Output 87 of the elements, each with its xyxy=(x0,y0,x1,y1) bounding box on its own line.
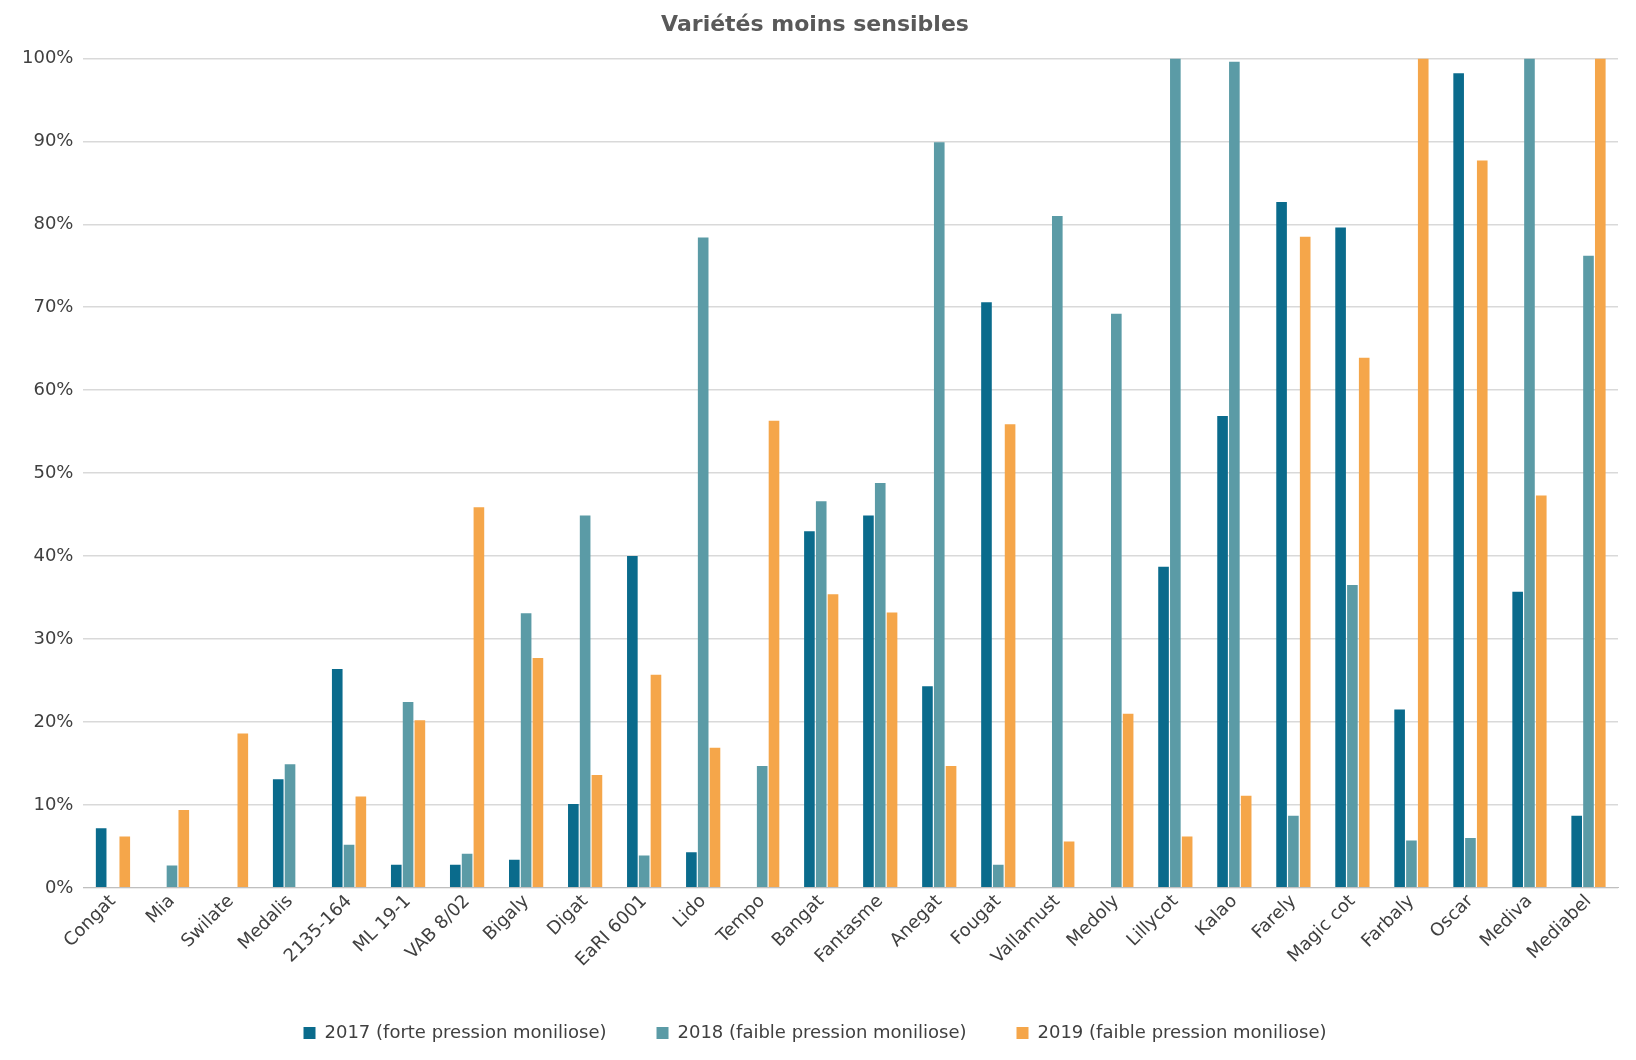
bar xyxy=(1158,566,1169,888)
y-tick-label: 70% xyxy=(33,294,74,316)
bar xyxy=(638,855,650,888)
bar xyxy=(827,594,839,888)
bar xyxy=(1276,201,1287,888)
bar xyxy=(1406,840,1417,888)
bar xyxy=(449,864,461,888)
legend-label: 2018 (faible pression moniliose) xyxy=(677,1020,967,1042)
y-tick-label: 60% xyxy=(33,377,74,399)
bar xyxy=(284,764,296,888)
bar xyxy=(1524,58,1535,888)
bar xyxy=(178,809,190,888)
bar xyxy=(579,515,591,888)
bar xyxy=(863,515,874,888)
bar xyxy=(414,720,426,888)
bar xyxy=(520,613,532,888)
legend-label: 2017 (forte pression moniliose) xyxy=(324,1020,607,1042)
y-tick-label: 20% xyxy=(33,709,74,731)
bar xyxy=(331,668,343,888)
bar xyxy=(1051,216,1063,888)
bar xyxy=(1181,836,1193,888)
bar xyxy=(532,658,544,888)
bar xyxy=(119,836,131,888)
bar xyxy=(686,852,697,888)
bar xyxy=(1571,815,1582,888)
bar xyxy=(804,531,815,888)
y-tick-label: 50% xyxy=(33,460,74,482)
bar xyxy=(1122,713,1134,888)
bar xyxy=(1063,841,1075,888)
bar xyxy=(1535,495,1547,888)
legend-label: 2019 (faible pression moniliose) xyxy=(1037,1020,1327,1042)
bar xyxy=(922,686,933,888)
bar xyxy=(390,864,402,888)
bar xyxy=(1229,61,1240,888)
y-tick-label: 10% xyxy=(33,792,74,814)
bar xyxy=(1453,73,1464,888)
bar xyxy=(402,702,414,888)
bar xyxy=(509,859,520,888)
bar xyxy=(1476,160,1488,888)
y-tick-label: 0% xyxy=(44,875,74,897)
y-tick-label: 80% xyxy=(33,211,74,233)
bar xyxy=(697,237,709,888)
bar xyxy=(627,556,638,888)
bar xyxy=(1288,815,1299,888)
x-tick-label: Mia xyxy=(140,889,179,927)
y-tick-label: 100% xyxy=(21,46,74,68)
bar xyxy=(933,142,945,888)
bar xyxy=(992,864,1004,888)
bar xyxy=(343,844,355,888)
bar xyxy=(1394,709,1405,888)
bar xyxy=(1217,415,1228,888)
bar xyxy=(1512,591,1523,888)
bar xyxy=(1111,313,1122,888)
bar xyxy=(886,612,898,888)
bar xyxy=(1335,227,1346,888)
bar xyxy=(272,779,284,888)
bar xyxy=(95,828,107,888)
bar xyxy=(473,507,485,888)
bar xyxy=(237,733,249,888)
bar xyxy=(768,420,780,888)
bar xyxy=(1594,58,1606,888)
bar xyxy=(1465,838,1476,888)
bar xyxy=(756,765,768,888)
bar xyxy=(1170,58,1181,888)
bar xyxy=(1299,236,1311,888)
bar xyxy=(650,674,662,888)
bar xyxy=(1347,585,1358,888)
y-tick-label: 40% xyxy=(33,543,74,565)
x-tick-label: Lido xyxy=(667,889,710,932)
y-tick-label: 90% xyxy=(33,129,74,151)
bar xyxy=(709,747,721,888)
bar xyxy=(815,501,827,888)
bar xyxy=(1358,357,1370,888)
bar xyxy=(1417,58,1429,888)
bar xyxy=(1004,424,1016,888)
bar xyxy=(981,302,992,888)
y-tick-label: 30% xyxy=(33,626,74,648)
bar xyxy=(1583,255,1594,888)
bar xyxy=(591,775,603,888)
bar xyxy=(874,483,886,888)
bar xyxy=(461,853,473,888)
bar xyxy=(568,804,579,888)
chart-title: Variétés moins sensibles xyxy=(661,10,969,36)
bar xyxy=(355,796,367,888)
bar xyxy=(1240,795,1252,888)
bar xyxy=(166,865,178,888)
bar xyxy=(945,765,957,888)
